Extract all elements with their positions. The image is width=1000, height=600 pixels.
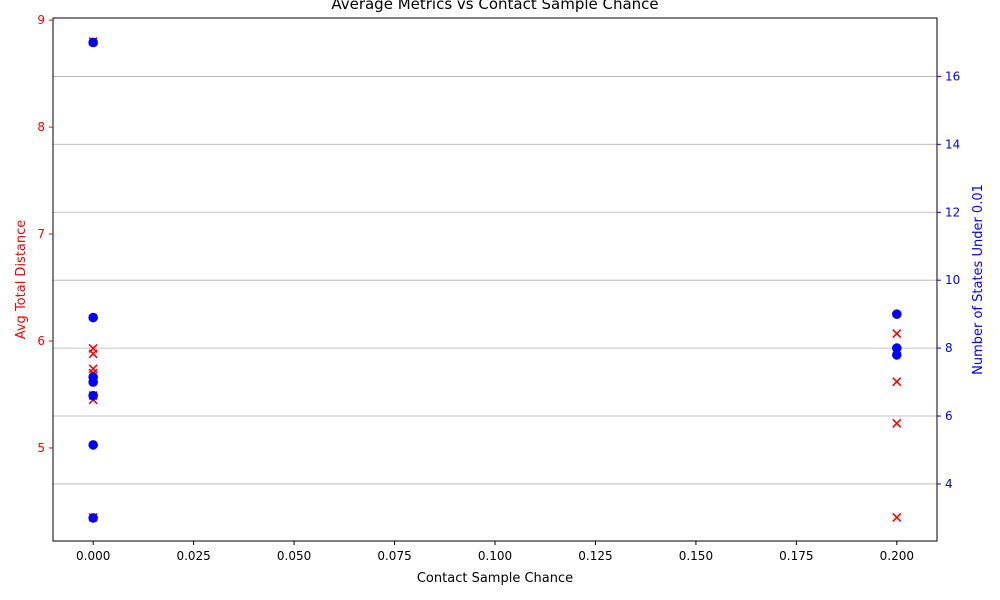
- x-tick-label: 0.200: [880, 549, 914, 563]
- right-y-tick-label: 12: [945, 205, 960, 219]
- x-tick-label: 0.125: [578, 549, 612, 563]
- left-y-tick-label: 8: [37, 120, 45, 134]
- chart-title: Average Metrics vs Contact Sample Chance: [331, 0, 658, 13]
- left-y-tick-label: 7: [37, 227, 45, 241]
- right-y-tick-label: 4: [945, 477, 953, 491]
- x-axis-ticks: 0.000 0.025 0.050 0.075 0.100 0.125 0.150 0.175…: [76, 541, 914, 563]
- avg-distance-point: [892, 377, 902, 387]
- data-markers: [88, 36, 902, 523]
- states-count-point: [88, 440, 98, 450]
- left-y-tick-label: 6: [37, 334, 45, 348]
- x-tick-label: 0.150: [679, 549, 713, 563]
- right-y-tick-label: 10: [945, 273, 960, 287]
- states-count-point: [88, 37, 98, 48]
- right-y-tick-label: 14: [945, 137, 960, 151]
- states-count-point: [88, 312, 98, 323]
- states-count-point: [892, 350, 902, 360]
- x-tick-label: 0.000: [76, 549, 110, 563]
- right-y-tick-label: 16: [945, 69, 960, 83]
- states-count-point: [88, 377, 98, 387]
- left-y-tick-label: 5: [37, 441, 45, 455]
- x-tick-label: 0.025: [176, 549, 210, 563]
- right-y-tick-label: 6: [945, 409, 953, 423]
- left-y-tick-label: 9: [37, 13, 45, 27]
- gridlines: [53, 76, 937, 485]
- left-y-axis-label: Avg Total Distance: [14, 220, 29, 340]
- avg-distance-point: [892, 512, 902, 523]
- avg-distance-point: [88, 349, 98, 359]
- avg-distance-point: [892, 328, 902, 339]
- states-count-point: [892, 343, 902, 353]
- right-y-axis-ticks: 4 6 8 10 12 14 16: [937, 69, 960, 491]
- states-count-point: [892, 309, 902, 319]
- plot-frame: [52, 17, 938, 542]
- x-tick-label: 0.100: [478, 549, 512, 563]
- states-count-point: [88, 390, 98, 401]
- x-tick-label: 0.050: [277, 549, 311, 563]
- avg-distance-point: [892, 418, 902, 428]
- x-tick-label: 0.175: [779, 549, 813, 563]
- states-count-point: [88, 513, 98, 523]
- left-y-axis-ticks: 5 6 7 8 9: [37, 13, 53, 455]
- right-y-axis-label: Number of States Under 0.01: [971, 184, 986, 375]
- avg-distance-point: [88, 364, 98, 374]
- x-tick-label: 0.075: [377, 549, 411, 563]
- right-y-tick-label: 8: [945, 341, 953, 355]
- x-axis-label: Contact Sample Chance: [417, 571, 573, 586]
